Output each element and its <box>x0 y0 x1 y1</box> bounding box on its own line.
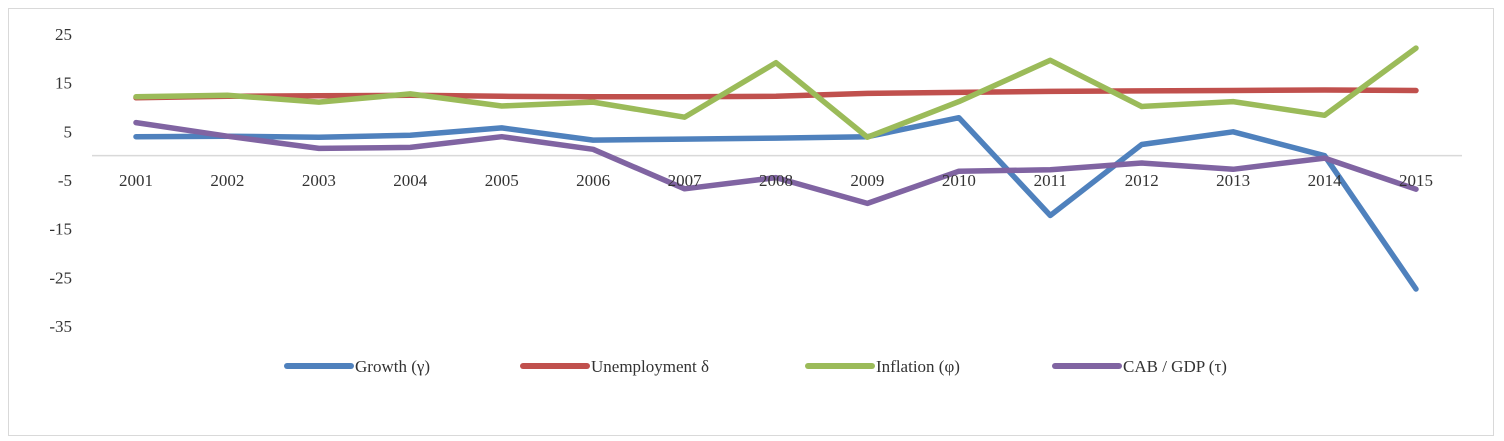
legend-label: Inflation (φ) <box>876 357 960 376</box>
x-tick-label: 2012 <box>1125 171 1159 190</box>
y-tick-label: 25 <box>55 25 72 44</box>
y-tick-label: -35 <box>49 317 72 336</box>
x-tick-label: 2015 <box>1399 171 1433 190</box>
series-layer <box>133 45 1419 292</box>
axis-layer: 25 15 5 -5 -15 -25 -35 <box>49 25 1462 336</box>
legend: Growth (γ) Unemployment δ Inflation (φ) CAB… <box>284 357 1227 376</box>
series-line <box>133 119 1419 207</box>
x-tick-label: 2009 <box>850 171 884 190</box>
legend-label: CAB / GDP (τ) <box>1123 357 1227 376</box>
legend-label: Growth (γ) <box>355 357 430 376</box>
series-line <box>133 114 1419 292</box>
x-tick-label: 2008 <box>759 171 793 190</box>
x-tick-label: 2003 <box>302 171 336 190</box>
x-tick-label: 2010 <box>942 171 976 190</box>
y-tick-label: 5 <box>64 122 73 141</box>
x-tick-label: 2014 <box>1308 171 1343 190</box>
x-tick-label: 2005 <box>485 171 519 190</box>
x-tick-label: 2001 <box>119 171 153 190</box>
x-tick-label: 2007 <box>668 171 703 190</box>
legend-item: CAB / GDP (τ) <box>1052 357 1227 376</box>
legend-item: Unemployment δ <box>520 357 709 376</box>
x-tick-label: 2013 <box>1216 171 1250 190</box>
x-tick-label: 2002 <box>210 171 244 190</box>
legend-item: Inflation (φ) <box>805 357 960 376</box>
y-tick-label: -5 <box>58 171 72 190</box>
x-tick-label: 2006 <box>576 171 610 190</box>
x-tick-labels: 2001 2002 2003 2004 2005 2006 2007 2008 2009 2010… <box>119 171 1433 190</box>
x-tick-label: 2004 <box>393 171 428 190</box>
y-tick-label: -15 <box>49 220 72 239</box>
x-tick-label: 2011 <box>1034 171 1067 190</box>
series-line <box>133 87 1419 101</box>
legend-item: Growth (γ) <box>284 357 430 376</box>
y-tick-label: -25 <box>49 268 72 287</box>
series-line <box>133 45 1419 140</box>
y-tick-label: 15 <box>55 74 72 93</box>
legend-label: Unemployment δ <box>591 357 709 376</box>
